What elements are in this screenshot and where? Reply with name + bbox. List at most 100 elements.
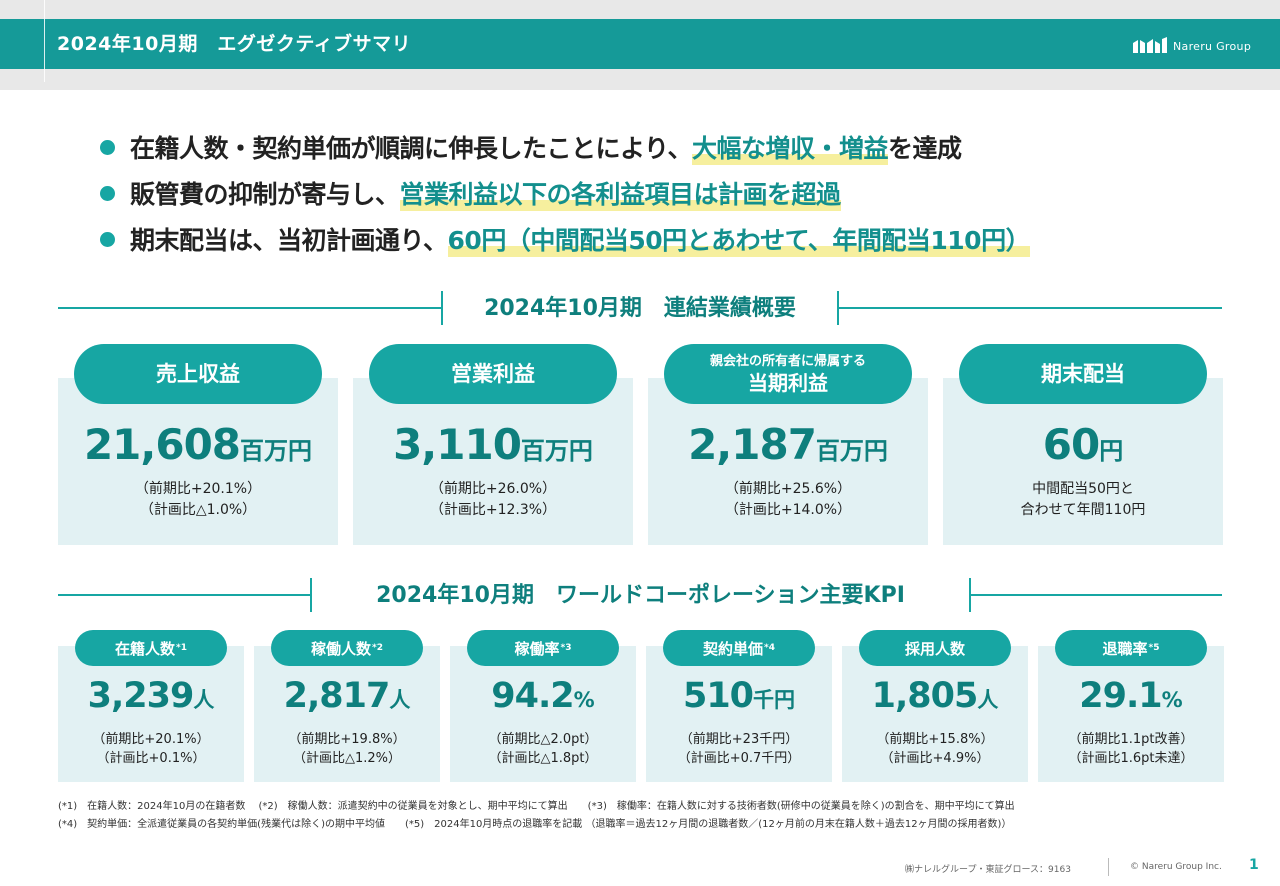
result-comparison: （計画比+12.3%）: [429, 502, 557, 518]
kpi-card: 510千円 （前期比+23千円） （計画比+0.7千円）: [646, 646, 832, 782]
kpi-value-unit: 千円: [753, 688, 796, 712]
kpi-comparison: （前期比1.1pt改善）: [1068, 732, 1194, 747]
section1-title: 2024年10月期 連結業績概要: [484, 296, 796, 321]
result-value-number: 21,608: [83, 420, 241, 469]
kpi-value-number: 510: [682, 676, 754, 716]
footnote-line: (*4) 契約単価：全派遣従業員の各契約単価(残業代は除く)の期中平均値 (*5…: [58, 819, 1012, 830]
bullet-item: 販管費の抑制が寄与し、 営業利益以下の各利益項目は計画を超過: [100, 170, 1030, 216]
result-card-label-text: 営業利益: [451, 362, 535, 386]
section2-line-right: [970, 594, 1222, 596]
result-comparison: 合わせて年間110円: [1020, 502, 1146, 518]
section1-tick-left: [441, 291, 443, 325]
kpi-label-text: 採用人数: [904, 639, 965, 658]
result-card-label-text: 売上収益: [156, 362, 240, 386]
kpi-footnote-ref: *2: [372, 643, 383, 653]
kpi-card-label: 契約単価 *4: [663, 630, 815, 666]
page-number: 1: [1249, 857, 1259, 873]
kpi-value: 94.2%: [450, 676, 636, 716]
kpi-value: 3,239人: [58, 676, 244, 716]
kpi-value-number: 1,805: [871, 676, 979, 716]
kpi-label-text: 在籍人数: [115, 639, 176, 658]
kpi-card: 29.1% （前期比1.1pt改善） （計画比1.6pt未達）: [1038, 646, 1224, 782]
footer-company: ㈱ナレルグループ・東証グロース：9163: [905, 865, 1071, 875]
section2-line-left: [58, 594, 310, 596]
kpi-card: 1,805人 （前期比+15.8%） （計画比+4.9%）: [842, 646, 1028, 782]
kpi-comparison: （前期比△2.0pt）: [488, 732, 598, 747]
kpi-comparison: （計画比△1.8pt）: [488, 751, 598, 766]
bullet-highlight: 営業利益以下の各利益項目は計画を超過: [399, 175, 841, 211]
footer-copyright: © Nareru Group Inc.: [1130, 862, 1222, 872]
kpi-footnote-ref: *4: [764, 643, 775, 653]
result-card-label-text: 当期利益: [748, 371, 828, 395]
result-card-label: 親会社の所有者に帰属する当期利益: [664, 344, 912, 404]
footnote-line: (*1) 在籍人数：2024年10月の在籍者数 (*2) 稼働人数：派遣契約中の…: [58, 801, 1015, 812]
result-value-number: 2,187: [688, 420, 817, 469]
kpi-value: 2,817人: [254, 676, 440, 716]
result-card-label: 売上収益: [74, 344, 322, 404]
bullet-text: 在籍人数・契約単価が順調に伸長したことにより、: [130, 134, 693, 163]
footnotes: (*1) 在籍人数：2024年10月の在籍者数 (*2) 稼働人数：派遣契約中の…: [58, 798, 1015, 834]
kpi-comparison: （前期比+15.8%）: [876, 732, 994, 747]
result-comparison: （前期比+20.1%）: [134, 481, 262, 497]
kpi-footnote-ref: *5: [1148, 643, 1160, 653]
page-title: 2024年10月期 エグゼクティブサマリ: [57, 33, 412, 55]
kpi-value-unit: 人: [193, 688, 215, 712]
kpi-value-number: 94.2: [491, 676, 574, 716]
bullet-highlight: 60円（中間配当50円とあわせて、年間配当110円）: [447, 221, 1031, 257]
result-comparison: （前期比+25.6%）: [724, 481, 852, 497]
kpi-card-label: 稼働人数 *2: [271, 630, 423, 666]
kpi-label-text: 稼働率: [514, 639, 560, 658]
result-value-number: 3,110: [393, 420, 522, 469]
kpi-comparison: （計画比1.6pt未達）: [1068, 751, 1194, 766]
result-card-label: 営業利益: [369, 344, 617, 404]
kpi-comparison: （前期比+23千円）: [679, 732, 799, 747]
company-logo: Nareru Group: [1133, 37, 1251, 55]
kpi-card: 94.2% （前期比△2.0pt） （計画比△1.8pt）: [450, 646, 636, 782]
bullet-dot-icon: [100, 185, 115, 201]
bullet-text: 販管費の抑制が寄与し、: [130, 180, 400, 209]
result-card: 2,187百万円 （前期比+25.6%） （計画比+14.0%）: [648, 378, 928, 545]
kpi-card-label: 稼働率 *3: [467, 630, 619, 666]
kpi-footnote-ref: *1: [176, 643, 187, 653]
section1-line-left: [58, 307, 442, 309]
result-comparison: 中間配当50円と: [1032, 481, 1134, 497]
header-bar: 2024年10月期 エグゼクティブサマリ: [0, 0, 1280, 82]
result-card: 60円中間配当50円と 合わせて年間110円: [943, 378, 1223, 545]
bullet-item: 期末配当は、当初計画通り、 60円（中間配当50円とあわせて、年間配当110円）: [100, 216, 1031, 262]
result-value: 60円: [943, 420, 1223, 469]
kpi-value: 510千円: [646, 676, 832, 716]
result-value-unit: 百万円: [240, 437, 313, 465]
kpi-footnote-ref: *3: [560, 643, 572, 653]
kpi-comparison: （前期比+20.1%）: [92, 732, 210, 747]
kpi-comparison: （前期比+19.8%）: [288, 732, 406, 747]
result-value: 2,187百万円: [648, 420, 928, 469]
logo-mark-icon: [1133, 37, 1167, 53]
result-value-unit: 百万円: [520, 437, 593, 465]
bullet-dot-icon: [100, 139, 115, 155]
header-divider: [44, 0, 45, 82]
kpi-comparison: （計画比△1.2%）: [292, 751, 402, 766]
result-comparison: （計画比+14.0%）: [724, 502, 852, 518]
result-value: 3,110百万円: [353, 420, 633, 469]
kpi-value: 29.1%: [1038, 676, 1224, 716]
kpi-comparison: （計画比+0.7千円）: [677, 751, 801, 766]
section2-tick-left: [310, 578, 312, 612]
kpi-card-label: 退職率 *5: [1055, 630, 1207, 666]
kpi-value-unit: %: [1161, 688, 1183, 712]
result-card: 21,608百万円 （前期比+20.1%） （計画比△1.0%）: [58, 378, 338, 545]
bullet-text-end: を達成: [888, 134, 962, 163]
result-card-label-text: 期末配当: [1041, 362, 1125, 386]
section1-line-right: [838, 307, 1222, 309]
kpi-label-text: 退職率: [1102, 639, 1148, 658]
result-value-number: 60: [1042, 420, 1100, 469]
result-value: 21,608百万円: [58, 420, 338, 469]
kpi-value-number: 2,817: [283, 676, 391, 716]
result-value-unit: 円: [1099, 437, 1124, 465]
logo-text: Nareru Group: [1173, 39, 1252, 53]
kpi-comparison: （計画比+0.1%）: [96, 751, 206, 766]
bullet-highlight: 大幅な増収・増益: [692, 129, 889, 165]
kpi-label-text: 稼働人数: [311, 639, 372, 658]
kpi-card: 2,817人 （前期比+19.8%） （計画比△1.2%）: [254, 646, 440, 782]
result-card-label-small: 親会社の所有者に帰属する: [709, 354, 866, 369]
section2-title: 2024年10月期 ワールドコーポレーション主要KPI: [376, 583, 905, 608]
